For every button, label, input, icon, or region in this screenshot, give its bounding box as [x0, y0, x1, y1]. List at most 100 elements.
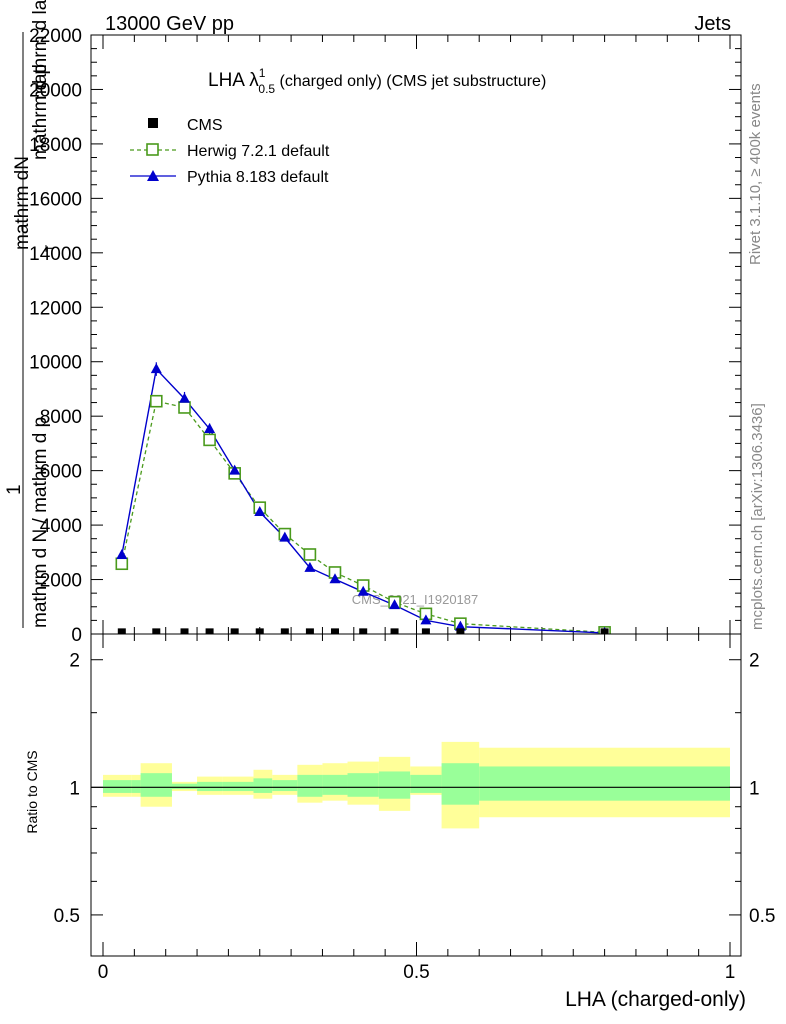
cms-point: [180, 628, 189, 636]
herwig-point: [303, 548, 317, 561]
ratio-band-stat: [378, 771, 411, 799]
ratio-band-stat: [103, 780, 132, 793]
ylabel-dp: mathrm d p: [30, 64, 51, 160]
pythia-point: [204, 422, 216, 433]
ratio-y-tick-label-left: 0.5: [54, 906, 80, 927]
legend-pythia-marker: [147, 170, 159, 181]
legend-cms-label: CMS: [187, 117, 223, 134]
pythia-point: [420, 614, 432, 625]
legend-pythia-label: Pythia 8.183 default: [187, 169, 329, 186]
cms-point: [255, 628, 264, 636]
ratio-panel: 0.5 0.51 12 2 0 0.5 1 Ratio to CMS LHA (charg…: [24, 633, 776, 1011]
ratio-band-stat: [441, 763, 480, 805]
ratio-band-stat: [171, 783, 198, 790]
main-y-tick-label: 6000: [40, 462, 82, 483]
ratio-band-stat: [322, 774, 348, 795]
chart-title-superscript: 1: [259, 66, 266, 80]
herwig-point: [203, 433, 216, 447]
main-y-tick-label: 22000: [29, 26, 82, 47]
header-right: Jets: [694, 13, 731, 35]
main-frame: [90, 34, 742, 635]
cms-point: [280, 628, 289, 636]
pythia-point: [229, 464, 241, 475]
ratio-y-tick-label-right: 2: [749, 651, 760, 672]
cms-point: [305, 628, 314, 636]
main-y-tick-label: 14000: [29, 244, 82, 265]
main-y-tick-label: 12000: [29, 298, 82, 319]
x-tick-label: 0: [98, 962, 109, 983]
rivet-label: Rivet 3.1.10, ≥ 400k events: [747, 83, 764, 265]
cms-point: [117, 628, 126, 636]
main-y-tick-label: 0: [71, 625, 82, 646]
cms-point: [330, 628, 339, 636]
main-y-tick-label: 4000: [40, 516, 82, 537]
ratio-y-tick-label-left: 1: [69, 778, 80, 799]
ratio-band-stat: [131, 780, 141, 793]
ratio-band-stat: [222, 781, 254, 792]
header-left: 13000 GeV pp: [105, 13, 234, 35]
chart-title-suffix: (charged only) (CMS jet substructure): [275, 73, 546, 90]
ratio-y-axis: 0.5 0.5 1 1 2 2: [54, 651, 776, 927]
ylabel-one: 1: [4, 484, 25, 495]
main-y-tick-label: 18000: [29, 135, 82, 156]
pythia-point: [179, 392, 191, 403]
x-tick-label: 0.5: [403, 962, 429, 983]
pythia-point: [279, 531, 291, 542]
cms-point: [230, 628, 239, 636]
pythia-point: [329, 573, 341, 584]
herwig-point: [115, 557, 129, 571]
pythia-point: [304, 561, 316, 572]
ratio-band-stat: [479, 766, 730, 801]
main-panel: 0 2000 4000 6000 8000 10000 12000 14000 16000 180…: [29, 26, 742, 646]
ratio-band-stat: [197, 781, 223, 792]
legend-herwig-marker: [146, 143, 159, 156]
pythia-point: [254, 506, 266, 517]
ylabel-dlambda: mathrm d lambda: [30, 0, 51, 100]
main-y-tick-label: 8000: [40, 407, 82, 428]
cms-point: [600, 628, 609, 636]
x-tick-label: 1: [725, 962, 736, 983]
pythia-point: [454, 620, 466, 631]
legend-herwig-label: Herwig 7.2.1 default: [187, 143, 330, 160]
ratio-band-stat: [347, 773, 379, 797]
main-y-tick-label: 20000: [29, 80, 82, 101]
cms-point: [456, 628, 465, 636]
cms-point: [390, 628, 399, 636]
chart-title-main: LHA λ: [208, 70, 259, 91]
ratio-band-stat: [297, 774, 323, 797]
main-y-tick-label: 2000: [40, 571, 82, 592]
herwig-point: [149, 394, 163, 408]
ylabel-T-subscript: T: [43, 244, 57, 252]
pythia-point: [150, 363, 162, 374]
ylabel-denominator: mathrm d N / mathrm d p: [30, 417, 51, 628]
ratio-y-tick-label-left: 2: [69, 651, 80, 672]
ratio-y-tick-label-right: 1: [749, 778, 760, 799]
cms-point: [152, 628, 161, 636]
pythia-point: [389, 599, 401, 610]
x-axis-label: LHA (charged-only): [565, 988, 746, 1011]
ratio-band-stat: [140, 773, 172, 797]
legend: CMS Herwig 7.2.1 default Pythia 8.183 de…: [130, 117, 330, 186]
legend-cms-marker: [148, 118, 158, 128]
series-layer: [115, 362, 611, 639]
ratio-band-stat: [272, 780, 298, 792]
main-y-axis: 0 2000 4000 6000 8000 10000 12000 14000 16000 180…: [29, 26, 741, 646]
ratio-y-tick-label-right: 0.5: [749, 906, 775, 927]
ratio-band-stat: [253, 778, 273, 793]
main-y-axis-label: mathrm dN 1 mathrm d N / mathrm d p math…: [4, 0, 57, 628]
chart-title-subscript: 0.5: [258, 82, 275, 96]
analysis-watermark: CMS_2021_I1920187: [352, 592, 479, 607]
mcplots-label: mcplots.cern.ch [arXiv:1306.3436]: [749, 403, 766, 630]
ratio-x-axis: 0 0.5 1: [98, 634, 736, 983]
cms-point: [205, 628, 214, 636]
ratio-band-stat: [410, 774, 442, 793]
chart-title: LHA λ1 0.5 (charged only) (CMS jet substr…: [208, 66, 546, 96]
pythia-point: [116, 549, 128, 560]
main-y-tick-label: 10000: [29, 353, 82, 374]
ratio-y-label: Ratio to CMS: [24, 750, 40, 833]
main-y-tick-label: 16000: [29, 189, 82, 210]
pythia-point: [357, 585, 369, 596]
cms-point: [421, 628, 430, 636]
cms-point: [359, 628, 368, 636]
